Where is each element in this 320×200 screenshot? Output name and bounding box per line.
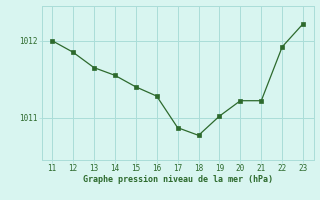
X-axis label: Graphe pression niveau de la mer (hPa): Graphe pression niveau de la mer (hPa) — [83, 175, 273, 184]
